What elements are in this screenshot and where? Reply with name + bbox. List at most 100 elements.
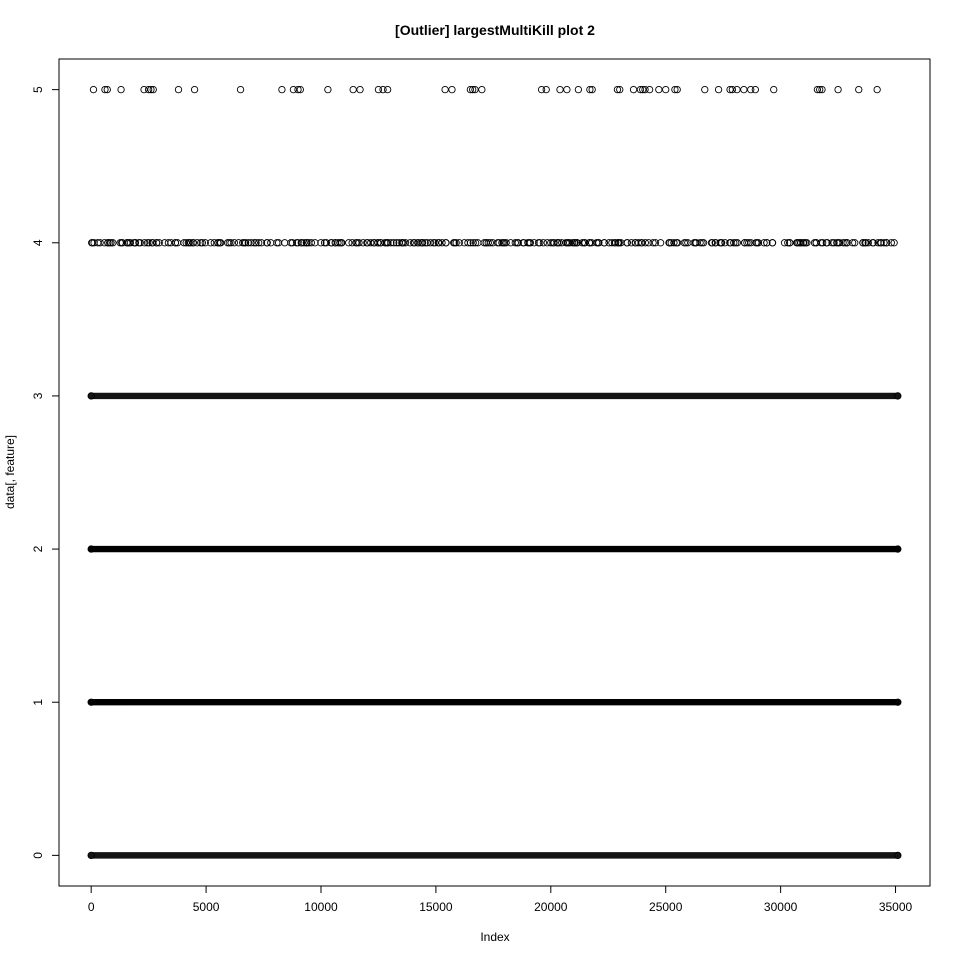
data-point [877, 239, 885, 247]
data-point [359, 239, 367, 247]
data-point [469, 85, 477, 94]
data-point [149, 85, 157, 94]
data-point [338, 239, 346, 247]
data-point [502, 239, 510, 247]
data-point [835, 239, 844, 247]
data-point [117, 85, 125, 94]
data-point [627, 239, 636, 247]
data-point [629, 85, 638, 94]
data-point [140, 239, 149, 247]
x-tick-label: 35000 [879, 900, 913, 914]
data-point [818, 85, 826, 94]
data-point [334, 239, 342, 247]
data-point [574, 85, 583, 94]
data-point [171, 239, 180, 247]
x-axis: 0 5000 10000 15000 20000 25000 30000 35000 [88, 885, 913, 914]
data-point [818, 239, 827, 247]
y-tick-label: 1 [31, 699, 45, 706]
data-point [760, 239, 768, 247]
data-point [754, 239, 763, 247]
data-point [441, 85, 449, 94]
data-point [536, 239, 544, 247]
data-point [136, 239, 144, 247]
data-point [438, 239, 446, 247]
data-point [770, 85, 778, 94]
data-point [374, 239, 382, 247]
data-point [851, 239, 859, 247]
data-point [478, 85, 486, 94]
data-point [107, 239, 115, 247]
data-point [511, 239, 519, 247]
data-point [768, 239, 777, 247]
data-point [471, 85, 479, 94]
data-point [234, 239, 243, 247]
data-point [198, 239, 206, 247]
data-point [563, 85, 571, 94]
data-point [894, 698, 902, 706]
data-point [484, 239, 492, 247]
data-point [556, 85, 564, 94]
data-point [751, 85, 759, 94]
data-point [841, 239, 849, 247]
dense-point-band [87, 392, 902, 400]
data-point [104, 239, 112, 247]
data-point [471, 239, 480, 247]
data-point [297, 239, 305, 247]
data-point [682, 239, 690, 247]
data-point [236, 85, 245, 94]
data-point [874, 239, 882, 247]
dense-point-band [87, 545, 902, 553]
data-point [718, 239, 726, 247]
data-point [673, 85, 681, 94]
data-point [303, 239, 311, 247]
data-point [296, 85, 304, 94]
y-tick-label: 0 [31, 852, 45, 859]
data-point [869, 239, 878, 247]
data-point [87, 698, 95, 706]
data-point [894, 545, 902, 553]
data-point [392, 239, 401, 247]
data-point [726, 85, 734, 94]
data-point [103, 85, 111, 94]
data-point [345, 239, 353, 247]
data-point [241, 239, 250, 247]
data-point [230, 239, 238, 247]
data-point [96, 239, 104, 247]
data-point [873, 85, 881, 94]
data-point [763, 239, 771, 247]
data-point [784, 239, 792, 247]
data-point [87, 851, 95, 860]
data-point [623, 239, 631, 247]
data-point [189, 239, 198, 247]
x-tick-label: 0 [88, 900, 95, 914]
data-point [859, 239, 867, 247]
data-point [882, 239, 891, 247]
data-point [448, 85, 456, 94]
dense-point-band [87, 699, 902, 706]
data-point [455, 239, 463, 247]
data-point [255, 239, 263, 247]
data-point [733, 85, 741, 94]
data-point [894, 851, 902, 860]
data-point [109, 239, 117, 247]
data-point [190, 85, 199, 94]
data-point [864, 239, 872, 247]
data-point [714, 85, 723, 94]
data-point [384, 239, 392, 247]
data-point [641, 239, 649, 247]
data-point [894, 392, 902, 400]
data-point [252, 239, 260, 247]
data-point [699, 239, 708, 247]
data-point [616, 85, 624, 94]
plot-area-frame [58, 58, 931, 887]
chart-title: [Outlier] largestMultiKill plot 2 [395, 22, 595, 38]
x-tick-label: 20000 [534, 900, 568, 914]
data-point [639, 85, 647, 94]
data-point [145, 239, 153, 247]
x-tick-label: 5000 [193, 900, 220, 914]
data-point [401, 239, 410, 247]
data-point [227, 239, 235, 247]
data-point [153, 239, 161, 247]
data-point [641, 85, 649, 94]
data-point [600, 239, 609, 247]
